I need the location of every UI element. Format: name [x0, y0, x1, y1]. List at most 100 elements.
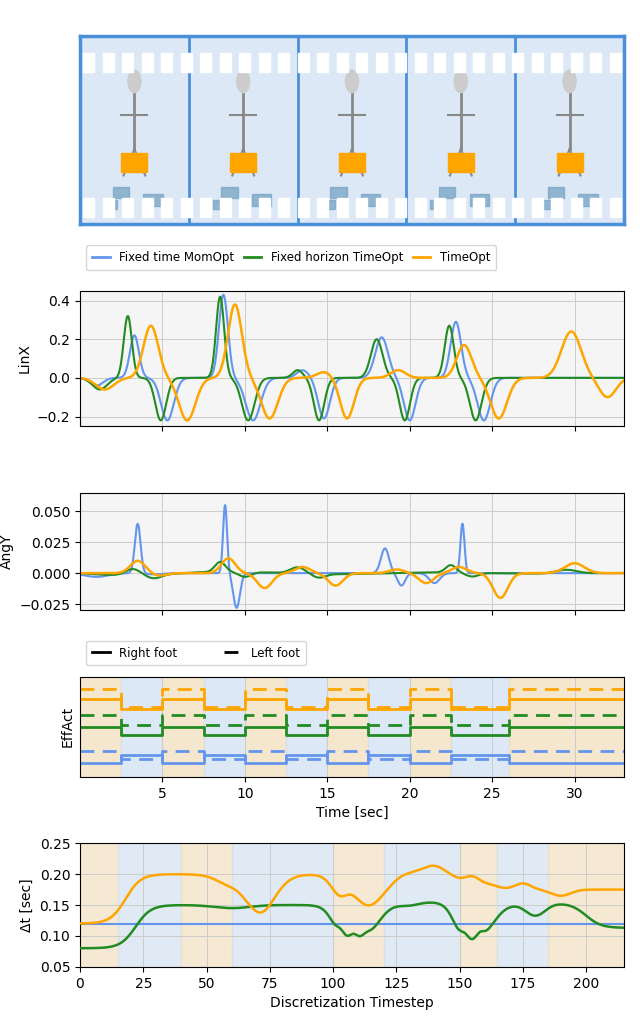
Bar [83, 199, 94, 217]
Bar [439, 187, 456, 199]
Bar [143, 194, 163, 206]
Bar [590, 53, 601, 72]
Bar [80, 844, 118, 967]
Bar [221, 187, 238, 199]
Bar [232, 844, 333, 967]
Bar [356, 53, 367, 72]
Bar [239, 199, 250, 217]
Bar [298, 53, 308, 72]
Bar [571, 199, 582, 217]
Bar [180, 53, 191, 72]
Bar [321, 200, 335, 209]
Bar [551, 53, 562, 72]
Bar [204, 677, 245, 777]
Bar [474, 199, 484, 217]
Bar [369, 677, 410, 777]
Bar [200, 53, 211, 72]
Bar [180, 199, 191, 217]
Bar [161, 199, 172, 217]
Bar [121, 677, 163, 777]
Bar [252, 194, 271, 206]
Bar [579, 194, 598, 206]
Bar [142, 199, 153, 217]
Bar [548, 187, 564, 199]
Y-axis label: Δt [sec]: Δt [sec] [20, 878, 34, 932]
Bar [122, 153, 147, 172]
Legend: Right foot, Left foot: Right foot, Left foot [86, 641, 307, 666]
Bar [557, 153, 582, 172]
Bar [245, 677, 286, 777]
Y-axis label: AngY: AngY [0, 534, 13, 570]
Bar [539, 200, 552, 209]
Bar [142, 53, 153, 72]
Bar [122, 53, 133, 72]
Bar [113, 187, 129, 199]
Bar [118, 844, 181, 967]
Bar [497, 844, 548, 967]
Bar [330, 187, 347, 199]
Bar [278, 53, 289, 72]
Bar [80, 677, 121, 777]
Bar [286, 677, 327, 777]
Bar [415, 199, 426, 217]
Bar [396, 53, 406, 72]
Bar [430, 200, 444, 209]
Bar [396, 199, 406, 217]
Bar [333, 844, 383, 967]
Bar [103, 53, 114, 72]
Bar [415, 53, 426, 72]
Bar [513, 53, 524, 72]
Bar [317, 53, 328, 72]
Bar [451, 677, 509, 777]
Bar [435, 53, 445, 72]
Circle shape [237, 70, 250, 93]
Bar [376, 53, 387, 72]
Legend: Fixed time MomOpt, Fixed horizon TimeOpt, TimeOpt: Fixed time MomOpt, Fixed horizon TimeOpt… [86, 245, 496, 270]
X-axis label: Discretization Timestep: Discretization Timestep [270, 996, 434, 1010]
Bar [337, 199, 348, 217]
Bar [513, 199, 524, 217]
Bar [460, 844, 497, 967]
Circle shape [563, 70, 576, 93]
Bar [548, 844, 624, 967]
Bar [83, 53, 94, 72]
Bar [376, 199, 387, 217]
Bar [493, 53, 504, 72]
Bar [551, 199, 562, 217]
Bar [104, 200, 117, 209]
Bar [470, 194, 489, 206]
Bar [259, 53, 269, 72]
Bar [239, 53, 250, 72]
Bar [161, 53, 172, 72]
Bar [532, 199, 543, 217]
Bar [327, 677, 369, 777]
Bar [230, 153, 256, 172]
Bar [356, 199, 367, 217]
X-axis label: Time [sec]: Time [sec] [316, 807, 388, 820]
Bar [610, 199, 621, 217]
Circle shape [346, 70, 358, 93]
Bar [509, 677, 624, 777]
Y-axis label: EffAct: EffAct [60, 706, 74, 748]
Bar [448, 153, 474, 172]
Bar [278, 199, 289, 217]
Bar [410, 677, 451, 777]
Bar [435, 199, 445, 217]
Bar [181, 844, 232, 967]
Bar [200, 199, 211, 217]
Bar [361, 194, 380, 206]
Bar [259, 199, 269, 217]
Y-axis label: LinX: LinX [17, 343, 31, 373]
Circle shape [454, 70, 467, 93]
Bar [220, 199, 230, 217]
Circle shape [128, 70, 141, 93]
Bar [212, 200, 226, 209]
Bar [590, 199, 601, 217]
Bar [339, 153, 365, 172]
Bar [298, 199, 308, 217]
Bar [454, 199, 465, 217]
Bar [571, 53, 582, 72]
Bar [317, 199, 328, 217]
Bar [220, 53, 230, 72]
Bar [532, 53, 543, 72]
